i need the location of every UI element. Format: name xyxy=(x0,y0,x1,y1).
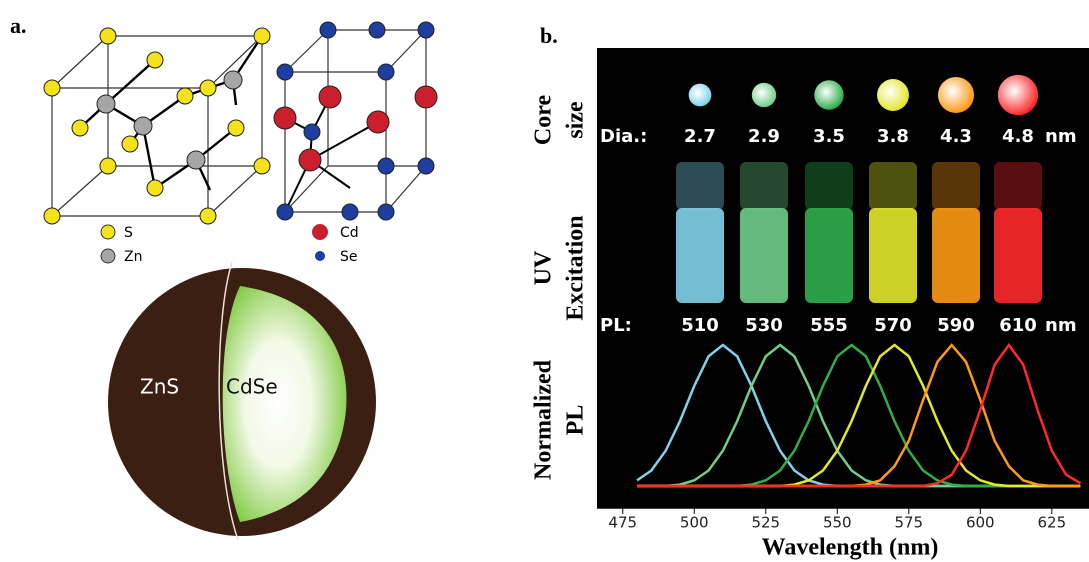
page: {"panel_a": {"label": "a.", "zns_legend"… xyxy=(0,0,1089,562)
legend-label: S xyxy=(124,225,133,241)
core-dot xyxy=(689,84,712,107)
pl-peak-label: 610 xyxy=(999,315,1037,336)
vial-cap xyxy=(676,162,724,210)
diameter-label: 4.3 xyxy=(940,126,972,147)
vial xyxy=(869,208,917,303)
row-label: Normalized xyxy=(531,359,557,480)
core-label: CdSe xyxy=(226,375,278,399)
dia-label: Dia.: xyxy=(600,126,647,147)
pl-peak-label: 510 xyxy=(681,315,719,336)
cdse-atoms xyxy=(274,22,437,220)
x-tick-label: 625 xyxy=(1037,514,1066,532)
core-dot xyxy=(938,77,974,113)
legend-swatch xyxy=(312,224,328,240)
dia-unit: nm xyxy=(1045,126,1077,147)
vial xyxy=(932,208,980,303)
row-label: Excitation xyxy=(563,215,589,320)
core-dot xyxy=(752,83,776,107)
legend-label: Zn xyxy=(124,249,142,265)
pl-peak-label: 570 xyxy=(874,315,912,336)
vial-cap xyxy=(994,162,1042,210)
vial-cap xyxy=(805,162,853,210)
panel-label: a. xyxy=(10,13,27,38)
diameter-label: 2.7 xyxy=(684,126,716,147)
vial xyxy=(994,208,1042,303)
core-dot xyxy=(998,75,1038,115)
legend-swatch xyxy=(101,225,115,239)
pl-label: PL: xyxy=(600,315,632,336)
vial-cap xyxy=(740,162,788,210)
x-tick-label: 575 xyxy=(894,514,923,532)
zns-atoms xyxy=(44,28,270,224)
x-tick-label: 525 xyxy=(751,514,780,532)
pl-peak-label: 555 xyxy=(810,315,848,336)
legend-swatch xyxy=(315,251,325,261)
row-label: Core xyxy=(531,95,557,146)
diameter-label: 3.5 xyxy=(813,126,845,147)
vial xyxy=(676,208,724,303)
x-tick-label: 500 xyxy=(680,514,709,532)
x-axis-title: Wavelength (nm) xyxy=(762,535,939,561)
figure: a. S Zn Cd Se xyxy=(0,0,1089,562)
diameter-label: 2.9 xyxy=(748,126,780,147)
shell-label: ZnS xyxy=(140,375,179,399)
row-label: UV xyxy=(531,250,557,285)
cdse-lattice xyxy=(285,30,426,212)
core-dot xyxy=(814,80,843,109)
panel-label: b. xyxy=(540,23,558,48)
legend-swatch xyxy=(101,249,115,263)
pl-peak-label: 590 xyxy=(937,315,975,336)
vial xyxy=(740,208,788,303)
legend-label: Cd xyxy=(340,225,359,241)
row-label: PL xyxy=(563,405,589,436)
x-tick-label: 475 xyxy=(608,514,637,532)
diameter-label: 3.8 xyxy=(877,126,909,147)
diameter-label: 4.8 xyxy=(1002,126,1034,147)
vial xyxy=(805,208,853,303)
vial-cap xyxy=(932,162,980,210)
core-shell-sphere: ZnS CdSe xyxy=(108,262,376,540)
legend-label: Se xyxy=(340,249,358,265)
core-dot xyxy=(877,79,909,111)
pl-peak-label: 530 xyxy=(745,315,783,336)
pl-unit: nm xyxy=(1045,315,1077,336)
vial-cap xyxy=(869,162,917,210)
row-label: size xyxy=(563,101,589,139)
x-tick-label: 550 xyxy=(823,514,852,532)
x-tick-label: 600 xyxy=(966,514,995,532)
